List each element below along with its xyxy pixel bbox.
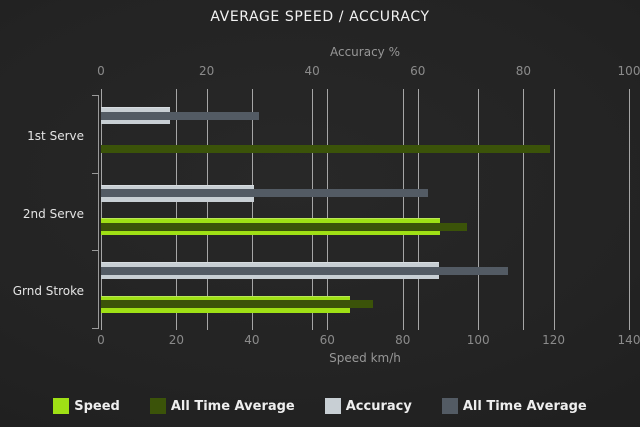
gridline-top-80 [523,89,524,330]
bottom-tick-40: 40 [244,333,260,347]
legend-swatch-all-time-average-3 [441,398,458,414]
legend-label-all-time-average-1: All Time Average [170,398,295,414]
bottom-tick-60: 60 [319,333,335,347]
bottom-tick-140: 140 [617,333,640,347]
gridline-bottom-100 [478,89,479,330]
category-axis-tick [92,173,99,174]
category-axis-line [98,95,99,328]
legend-item-accuracy-2: Accuracy [324,398,412,414]
bottom-tick-80: 80 [395,333,411,347]
bottom-tick-20: 20 [168,333,185,347]
gridline-bottom-20 [176,89,177,330]
category-label-2nd-serve: 2nd Serve [22,206,84,221]
category-label-grnd-stroke: Grnd Stroke [12,284,84,299]
gridline-top-100 [629,89,630,330]
bar-all-time-average-top-1st-serve [101,111,260,120]
bottom-tick-120: 120 [542,333,566,347]
gridline-bottom-60 [327,89,328,330]
bar-all-time-average-bottom-2nd-serve [101,222,467,231]
top-tick-100: 100 [617,64,640,78]
top-axis-title: Accuracy % [329,45,401,59]
category-label-1st-serve: 1st Serve [27,128,84,143]
legend-item-speed-0: Speed [53,398,120,414]
bar-all-time-average-top-2nd-serve [101,189,429,198]
gridline-top-60 [418,89,419,330]
category-axis-tick [92,250,99,251]
legend-label-accuracy-2: Accuracy [345,398,412,414]
gridline-top-20 [207,89,208,330]
chart-title: AVERAGE SPEED / ACCURACY [210,9,430,25]
gridline-bottom-40 [252,89,253,330]
top-tick-80: 80 [515,64,532,78]
legend-swatch-all-time-average-1 [149,398,166,414]
top-tick-0: 0 [97,64,105,78]
top-tick-60: 60 [410,64,426,78]
gridline-top-40 [312,89,313,330]
legend: Speed All Time Average Accuracy All Time Av… [0,398,640,414]
legend-item-all-time-average-1: All Time Average [149,398,295,414]
bottom-tick-0: 0 [97,333,105,347]
legend-item-all-time-average-3: All Time Average [441,398,587,414]
category-axis-tick [92,95,99,96]
bar-all-time-average-top-grnd-stroke [101,266,508,275]
gridline-bottom-120 [554,89,555,330]
bottom-tick-100: 100 [466,333,490,347]
category-axis-tick [92,328,99,329]
legend-swatch-speed-0 [53,398,70,414]
legend-label-speed-0: Speed [74,398,120,414]
top-tick-40: 40 [304,64,320,78]
gridline-top-0 [101,89,102,330]
bar-all-time-average-bottom-1st-serve [101,145,550,153]
bar-all-time-average-bottom-grnd-stroke [101,300,373,309]
legend-label-all-time-average-3: All Time Average [462,398,587,414]
gridline-bottom-80 [403,89,404,330]
bottom-axis-title: Speed km/h [329,351,401,365]
legend-swatch-accuracy-2 [324,398,341,414]
top-tick-20: 20 [198,64,215,78]
